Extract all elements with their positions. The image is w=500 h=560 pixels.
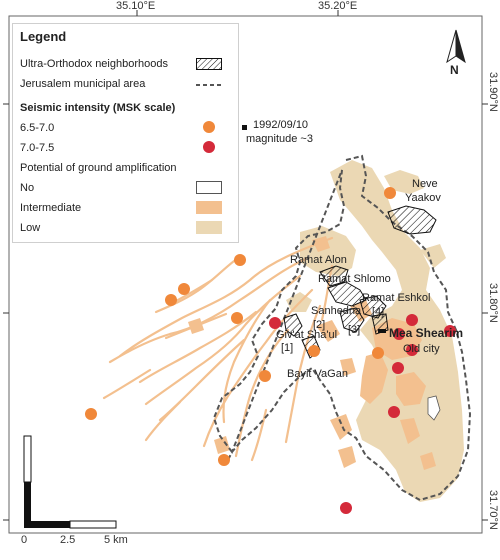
legend-amp-intermediate-label: Intermediate (20, 202, 82, 214)
seismic-point-low-1 (234, 254, 246, 266)
legend-intensity-high-symbol (203, 141, 215, 153)
label-3: [3] (348, 324, 361, 336)
seismic-point-high-16 (388, 406, 400, 418)
label-1: [1] (281, 342, 294, 354)
event-label-magnitude: magnitude ~3 (246, 133, 313, 145)
scale-label-0: 0 (21, 534, 28, 546)
label-neve-yaakov-1: Neve (412, 178, 438, 190)
legend-seismic-heading: Seismic intensity (MSK scale) (20, 102, 176, 114)
seismic-point-low-3 (165, 294, 177, 306)
label-sanhedria: Sanhedria (311, 305, 362, 317)
legend-amp-low-symbol (196, 221, 222, 234)
seismic-point-low-9 (218, 454, 230, 466)
scale-label-5km: 5 km (104, 534, 128, 546)
lat-tick-3: 31.70°N (487, 490, 499, 530)
label-ramat-shlomo: Ramat Shlomo (318, 273, 391, 285)
seismic-point-high-15 (392, 362, 404, 374)
legend-ultra-orthodox-label: Ultra-Orthodox neighborhoods (20, 58, 168, 70)
lon-tick-2: 35.20°E (318, 0, 358, 12)
seismic-point-low-0 (384, 187, 396, 199)
amplification-no-area (427, 395, 441, 421)
mea-shearim-pointer (378, 329, 386, 333)
scale-label-2-5: 2.5 (60, 534, 76, 546)
legend-amp-low-label: Low (20, 222, 41, 234)
legend-dashed-line-symbol (196, 84, 222, 86)
seismic-point-low-5 (231, 312, 243, 324)
lat-tick-1: 31.90°N (487, 72, 499, 112)
event-label-date: 1992/09/10 (253, 119, 309, 131)
seismic-point-low-2 (178, 283, 190, 295)
legend-title: Legend (20, 29, 67, 44)
amplification-intermediate-areas (102, 236, 334, 462)
event-marker (242, 125, 247, 130)
north-arrow-icon (446, 29, 466, 64)
legend-hatch-symbol (196, 58, 222, 70)
seismic-point-low-13 (372, 347, 384, 359)
label-ramat-alon: Ramat Alon (290, 254, 347, 266)
seismic-point-high-4 (269, 317, 281, 329)
legend-box: Legend Ultra-Orthodox neighborhoods Jeru… (12, 23, 239, 243)
legend-amp-no-symbol (196, 181, 222, 194)
legend-intensity-low-label: 6.5-7.0 (20, 122, 55, 134)
seismic-point-low-8 (85, 408, 97, 420)
seismic-point-high-11 (444, 325, 456, 337)
seismic-point-high-10 (406, 314, 418, 326)
legend-municipal-label: Jerusalem municipal area (20, 78, 146, 90)
label-mea-shearim: Mea Shearim (389, 326, 464, 340)
label-neve-yaakov-2: Yaakov (405, 192, 441, 204)
legend-intensity-low-symbol (203, 121, 215, 133)
legend-intensity-high-label: 7.0-7.5 (20, 142, 55, 154)
label-2: [2] (313, 319, 326, 331)
label-old-city: Old city (403, 343, 440, 355)
lat-tick-2: 31.80°N (487, 283, 499, 323)
lon-tick-1: 35.10°E (116, 0, 156, 12)
seismic-point-high-12 (393, 328, 405, 340)
label-bayit-vagan: Bayit VaGan (287, 368, 348, 380)
ultra-orthodox-neighborhoods (283, 205, 437, 359)
legend-amp-intermediate-symbol (196, 201, 222, 214)
label-givat-shaul: Giv'at Sha'ul (276, 329, 338, 341)
legend-amplification-heading: Potential of ground amplification (20, 162, 177, 174)
legend-amp-no-label: No (20, 182, 35, 194)
seismic-point-low-7 (259, 370, 271, 382)
label-ramat-eshkol: Ramat Eshkol (362, 292, 431, 304)
seismic-point-high-17 (340, 502, 352, 514)
seismic-point-high-14 (406, 344, 418, 356)
seismic-point-low-6 (308, 345, 320, 357)
label-4: [4] (372, 306, 385, 318)
scale-bar (23, 435, 117, 529)
north-label: N (450, 63, 459, 77)
